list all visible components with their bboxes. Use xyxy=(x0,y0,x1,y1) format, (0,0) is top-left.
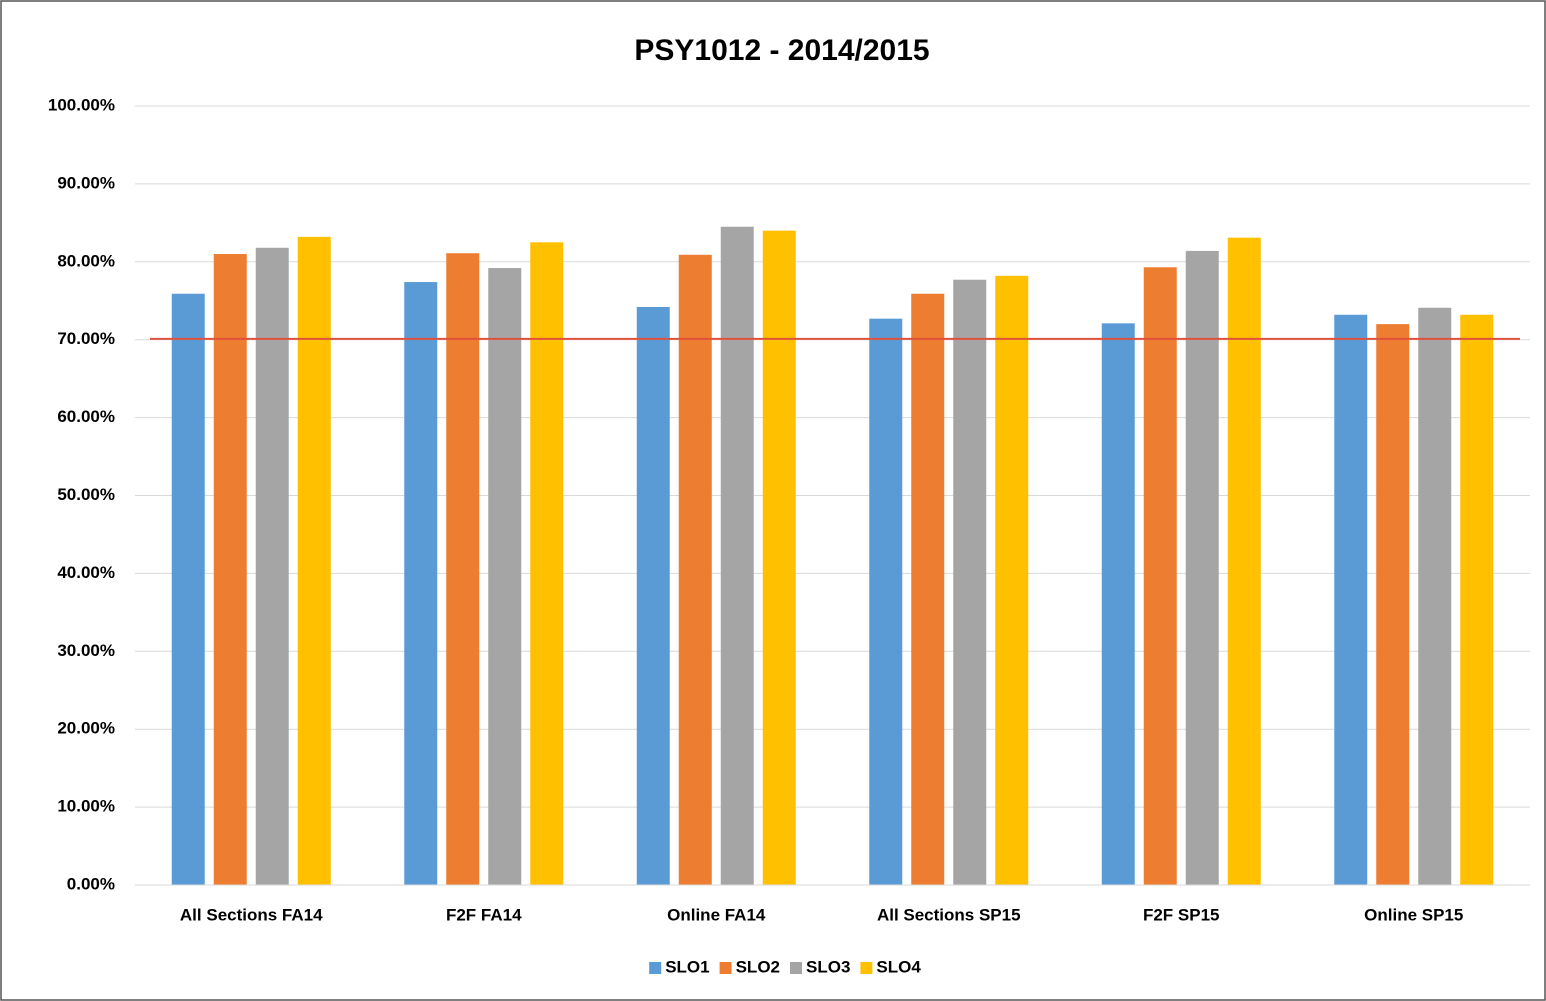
legend-swatch xyxy=(790,962,802,974)
y-tick-label: 50.00% xyxy=(57,485,115,504)
bar xyxy=(720,226,754,885)
bar xyxy=(530,242,564,885)
legend-label: SLO2 xyxy=(736,957,780,976)
bar xyxy=(911,293,945,885)
y-tick-label: 10.00% xyxy=(57,797,115,816)
legend-swatch xyxy=(719,962,732,974)
y-tick-label: 100.00% xyxy=(48,95,115,114)
bar xyxy=(1185,250,1219,886)
bar xyxy=(1418,307,1452,885)
legend-label: SLO3 xyxy=(806,957,850,976)
legend-swatch xyxy=(860,962,873,974)
bar xyxy=(1143,267,1177,885)
bar xyxy=(869,318,903,885)
y-tick-label: 60.00% xyxy=(57,407,115,426)
bar xyxy=(1460,314,1494,886)
bar xyxy=(636,306,670,885)
bar xyxy=(488,268,522,886)
bar xyxy=(213,254,247,885)
bar xyxy=(762,230,796,885)
bar xyxy=(1101,323,1135,885)
legend-swatch xyxy=(649,962,662,974)
bar xyxy=(171,293,205,885)
y-tick-label: 70.00% xyxy=(57,329,115,348)
bar xyxy=(1227,237,1261,885)
y-tick-label: 40.00% xyxy=(57,563,115,582)
x-tick-label: F2F SP15 xyxy=(1143,905,1220,924)
x-tick-label: Online SP15 xyxy=(1364,905,1463,924)
y-tick-label: 90.00% xyxy=(57,173,115,192)
bar xyxy=(255,247,289,885)
bar xyxy=(678,254,712,885)
bar xyxy=(1334,314,1368,886)
bar xyxy=(953,279,987,885)
bar xyxy=(1376,324,1410,885)
legend-label: SLO1 xyxy=(665,957,709,976)
bar xyxy=(297,236,331,885)
y-tick-label: 20.00% xyxy=(57,719,115,738)
x-tick-label: All Sections SP15 xyxy=(877,905,1021,924)
y-tick-label: 30.00% xyxy=(57,641,115,660)
chart-title: PSY1012 - 2014/2015 xyxy=(634,34,929,67)
bar xyxy=(446,253,480,885)
x-tick-label: F2F FA14 xyxy=(446,905,522,924)
x-tick-label: Online FA14 xyxy=(667,905,766,924)
x-tick-label: All Sections FA14 xyxy=(180,905,323,924)
y-tick-label: 80.00% xyxy=(57,251,115,270)
legend-label: SLO4 xyxy=(876,957,921,976)
bar xyxy=(995,275,1029,885)
y-tick-label: 0.00% xyxy=(67,874,115,893)
bar xyxy=(404,282,438,886)
